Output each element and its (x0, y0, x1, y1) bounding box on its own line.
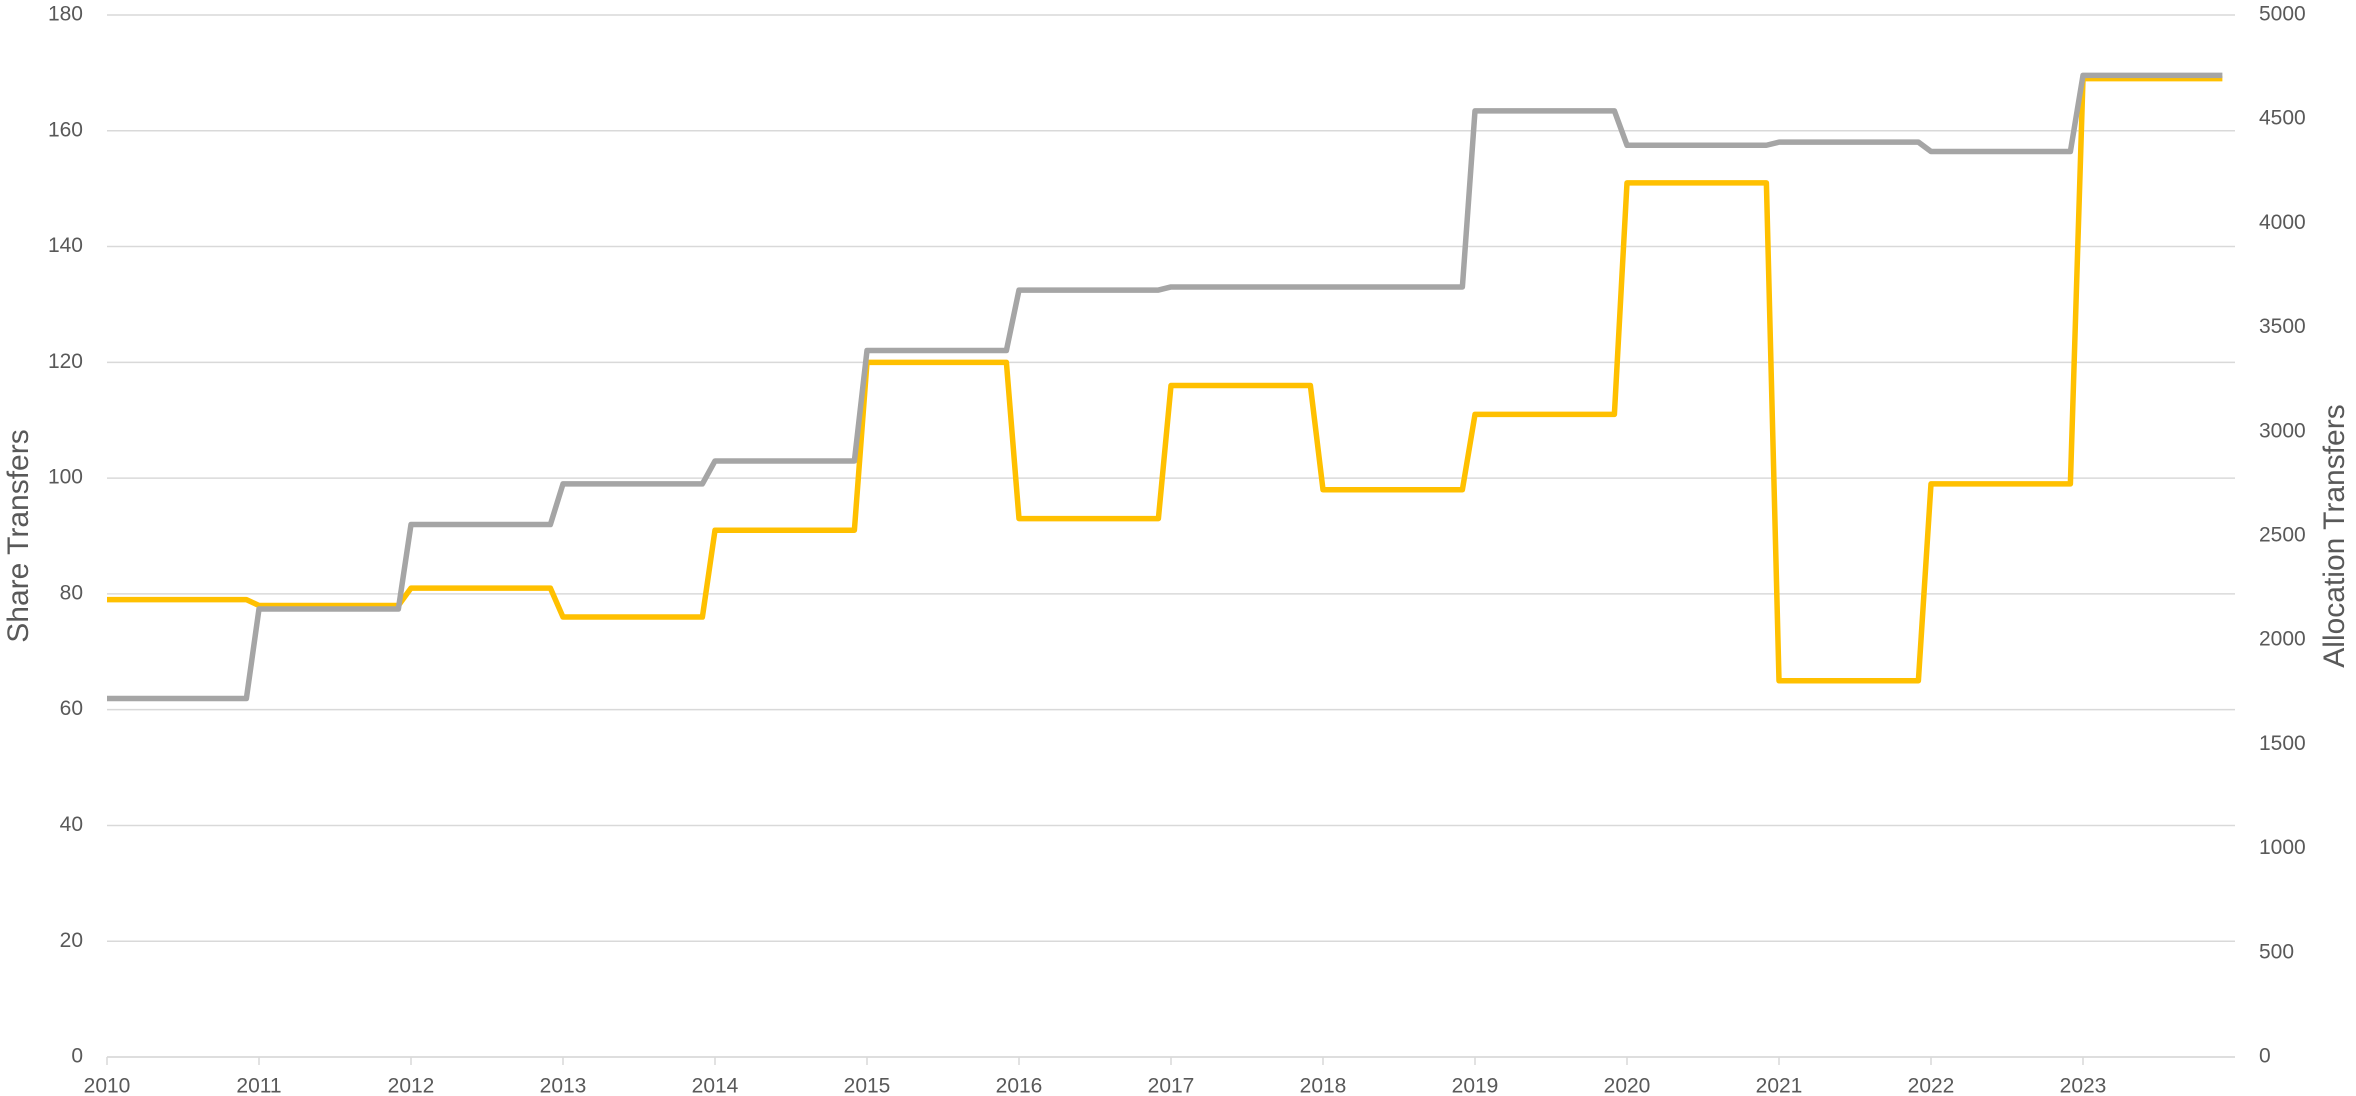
y-tick-label: 40 (60, 813, 83, 836)
x-tick-label: 2019 (1452, 1075, 1499, 1096)
y-tick-label: 180 (48, 3, 83, 26)
y2-tick-label: 4000 (2259, 211, 2306, 234)
x-tick-label: 2023 (2060, 1075, 2107, 1096)
y2-tick-label: 3500 (2259, 315, 2306, 338)
x-tick-label: 2010 (84, 1075, 131, 1096)
series-line (107, 75, 2223, 684)
y-tick-label: 60 (60, 697, 83, 720)
x-tick-label: 2021 (1756, 1075, 1803, 1096)
y-tick-label: 0 (71, 1045, 83, 1068)
y2-tick-label: 2000 (2259, 628, 2306, 651)
x-tick-label: 2020 (1604, 1075, 1651, 1096)
y-tick-label: 160 (48, 118, 83, 141)
y-tick-label: 140 (48, 234, 83, 257)
x-tick-label: 2022 (1908, 1075, 1955, 1096)
y2-tick-label: 1500 (2259, 732, 2306, 755)
x-tick-label: 2014 (692, 1075, 739, 1096)
y-axis-title: Share Transfers (2, 429, 35, 642)
y2-axis-title: Allocation Transfers (2318, 404, 2351, 667)
y2-tick-label: 2500 (2259, 524, 2306, 547)
x-tick-label: 2016 (996, 1075, 1043, 1096)
y2-tick-label: 1000 (2259, 836, 2306, 859)
y-tick-label: 80 (60, 581, 83, 604)
x-tick-label: 2018 (1300, 1075, 1347, 1096)
x-tick-label: 2012 (388, 1075, 435, 1096)
y2-tick-label: 5000 (2259, 3, 2306, 26)
x-tick-label: 2013 (540, 1075, 587, 1096)
series-line (107, 72, 2223, 702)
y2-tick-label: 3000 (2259, 419, 2306, 442)
y-tick-label: 20 (60, 929, 83, 952)
y2-tick-label: 500 (2259, 940, 2294, 963)
y-tick-label: 100 (48, 466, 83, 489)
y2-tick-label: 0 (2259, 1045, 2271, 1068)
x-tick-label: 2015 (844, 1075, 891, 1096)
x-tick-label: 2011 (236, 1075, 281, 1096)
y2-tick-label: 4500 (2259, 107, 2306, 130)
y-tick-label: 120 (48, 350, 83, 373)
x-tick-label: 2017 (1148, 1075, 1195, 1096)
